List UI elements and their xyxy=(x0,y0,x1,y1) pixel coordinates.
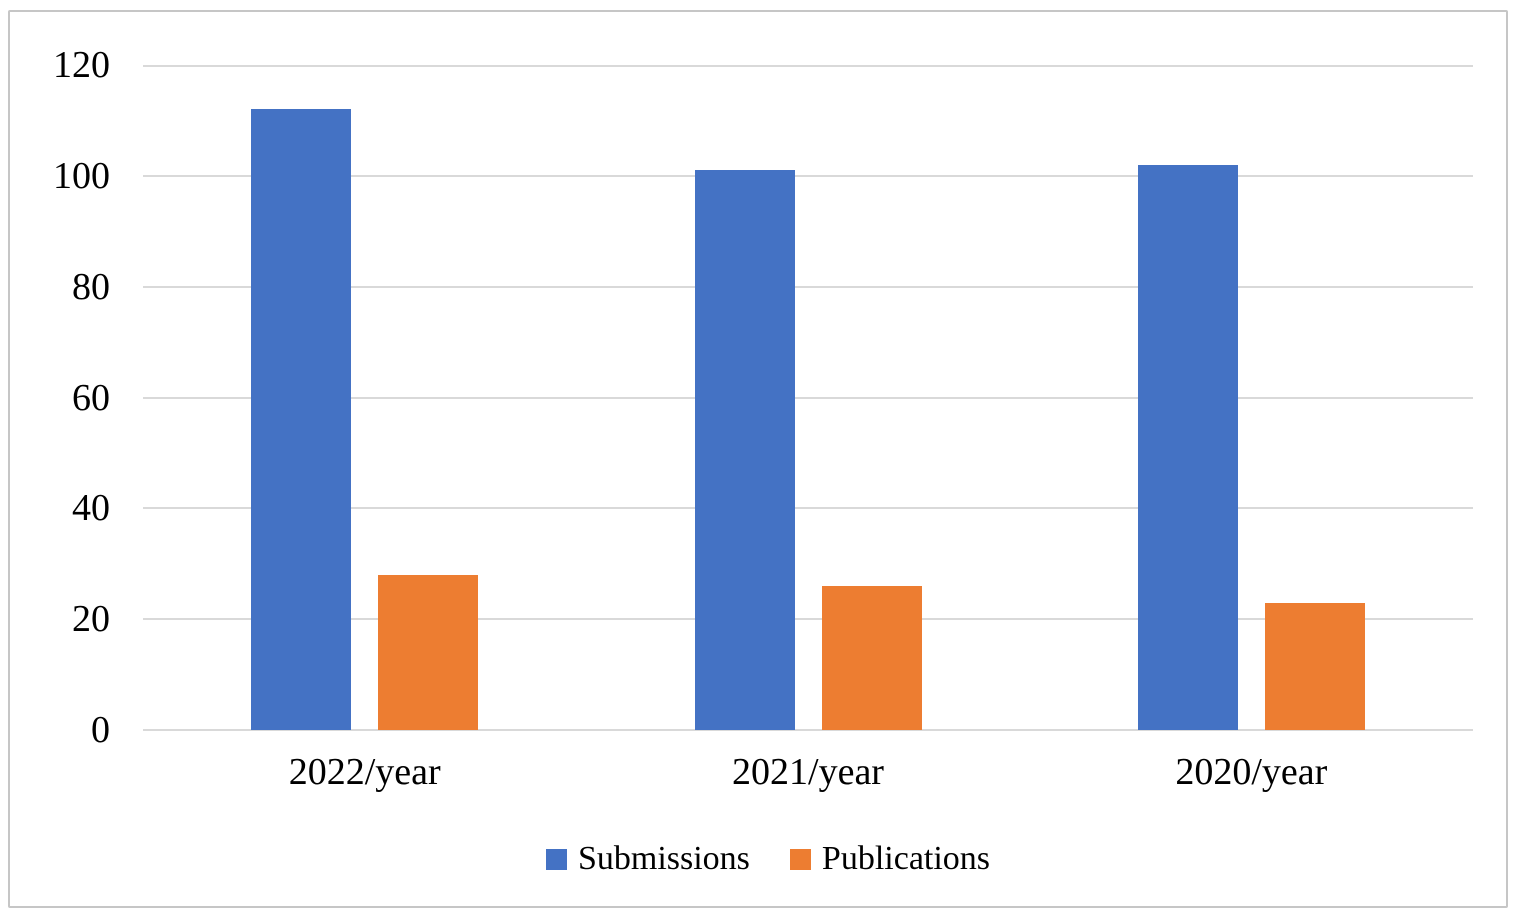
gridline-0 xyxy=(143,729,1473,731)
bar-publications-2021-year xyxy=(821,585,922,730)
gridline-120 xyxy=(143,65,1473,67)
bar-submissions-2020-year xyxy=(1137,164,1238,730)
gridline-20 xyxy=(143,618,1473,621)
x-axis-category-label-2021-year: 2021/year xyxy=(732,751,884,793)
gridline-100 xyxy=(143,174,1473,177)
legend-item-submissions: Submissions xyxy=(545,838,750,880)
bar-publications-2020-year xyxy=(1264,602,1365,730)
bar-publications-2022-year xyxy=(378,574,479,730)
legend-item-publications: Publications xyxy=(789,838,991,880)
gridline-80 xyxy=(143,285,1473,288)
y-axis-tick-label-40: 40 xyxy=(72,487,110,530)
legend-label-publications: Publications xyxy=(821,840,991,877)
y-axis-tick-label-60: 60 xyxy=(72,376,110,419)
gridline-40 xyxy=(143,507,1473,510)
y-axis-tick-label-0: 0 xyxy=(91,709,110,751)
y-axis-tick-label-80: 80 xyxy=(72,265,110,308)
chart-frame: 0 20 40 60 80 100 120 2022/year 2021/year 2020/y… xyxy=(8,10,1508,908)
bar-submissions-2021-year xyxy=(694,170,795,730)
x-axis-category-label-2020-year: 2020/year xyxy=(1175,751,1328,793)
legend-label-submissions: Submissions xyxy=(577,840,750,877)
bar-submissions-2022-year xyxy=(251,109,352,730)
y-axis-tick-label-20: 20 xyxy=(72,598,110,641)
y-axis-tick-label-100: 100 xyxy=(53,154,110,197)
legend: Submissions Publications xyxy=(10,838,1516,880)
y-axis-tick-label-120: 120 xyxy=(53,44,110,86)
legend-swatch-icon-publications xyxy=(789,848,811,870)
gridline-60 xyxy=(143,396,1473,399)
legend-swatch-icon-submissions xyxy=(545,848,567,870)
plot-area xyxy=(143,65,1473,731)
x-axis-category-label-2022-year: 2022/year xyxy=(288,751,441,793)
